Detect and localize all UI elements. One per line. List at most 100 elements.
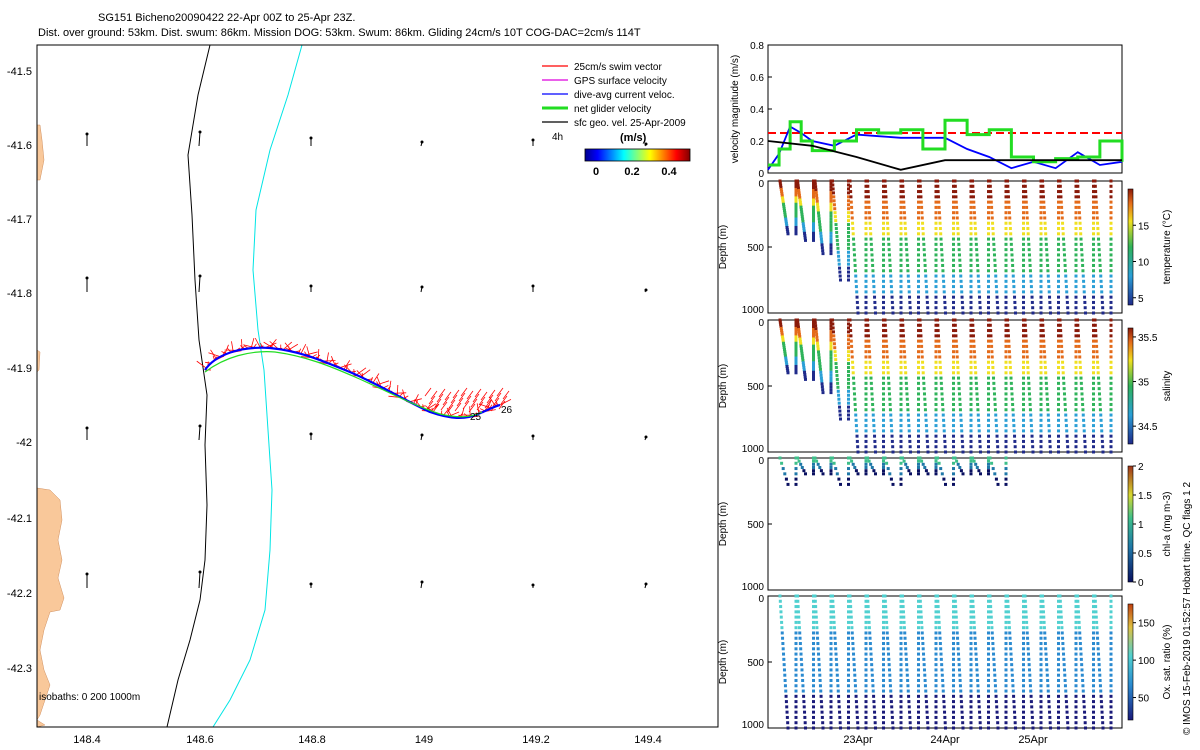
profile-sample — [917, 237, 920, 241]
profile-sample — [864, 694, 868, 698]
profile-sample — [803, 721, 807, 725]
profile-sample — [829, 610, 833, 614]
profile-sample — [864, 205, 868, 209]
profile-sample — [987, 311, 990, 315]
profile-sample — [937, 461, 941, 465]
profile-sample — [1039, 726, 1043, 730]
profile-sample — [920, 211, 924, 215]
profile-sample — [934, 216, 938, 220]
profile-sample — [992, 248, 996, 252]
profile-sample — [864, 323, 868, 327]
profile-sample — [977, 279, 981, 283]
profile-sample — [1030, 434, 1034, 438]
profile-sample — [993, 472, 997, 476]
figure-title: SG151 Bicheno20090422 22-Apr 00Z to 25-A… — [98, 12, 355, 24]
profile-sample — [1022, 387, 1025, 391]
profile-sample — [812, 462, 815, 466]
profile-sample — [837, 705, 841, 709]
profile-sample — [803, 373, 807, 377]
profile-sample — [1057, 642, 1060, 646]
profile-sample — [866, 456, 869, 460]
profile-sample — [1099, 418, 1103, 422]
profile-sample — [1010, 668, 1014, 672]
profile-sample — [1044, 371, 1048, 375]
profile-sample — [1039, 366, 1043, 370]
profile-sample — [1081, 402, 1085, 406]
profile-sample — [812, 234, 815, 238]
profile-sample — [833, 631, 837, 635]
profile-sample — [1109, 371, 1113, 375]
profile-sample — [978, 434, 982, 438]
profile-sample — [820, 382, 824, 386]
profile-sample — [969, 258, 973, 262]
profile-sample — [800, 349, 804, 353]
profile-sample — [873, 295, 877, 299]
profile-sample — [899, 668, 903, 672]
profile-sample — [799, 205, 803, 209]
profile-sample — [1022, 402, 1025, 406]
profile-sample — [1031, 450, 1035, 454]
profile-sample — [939, 381, 943, 385]
profile-sample — [971, 179, 974, 183]
profile-sample — [829, 321, 833, 325]
swim-vector — [474, 388, 482, 398]
profile-sample — [847, 610, 850, 614]
profile-sample — [850, 631, 854, 635]
profile-sample — [1031, 311, 1035, 315]
profile-sample — [1078, 636, 1082, 640]
profile-sample — [794, 715, 798, 719]
profile-sample — [847, 234, 850, 238]
profile-sample — [1010, 663, 1014, 667]
profile-sample — [847, 409, 850, 413]
profile-sample — [1039, 700, 1043, 704]
profile-sample — [814, 324, 818, 328]
profile-sample — [794, 482, 798, 486]
profile-sample — [952, 334, 955, 338]
profile-sample — [987, 424, 990, 428]
profile-sample — [882, 402, 885, 406]
profile-sample — [917, 402, 920, 406]
profile-sample — [1022, 253, 1025, 257]
profile-sample — [783, 211, 787, 215]
profile-sample — [816, 208, 820, 212]
profile-sample — [1066, 721, 1070, 725]
profile-sample — [882, 439, 885, 443]
profile-sample — [1022, 323, 1025, 327]
profile-sample — [884, 610, 888, 614]
sfc-velocity-arrow — [198, 274, 202, 293]
profile-sample — [1046, 684, 1050, 688]
profile-sample — [1006, 329, 1010, 333]
profile-sample — [1024, 605, 1028, 609]
profile-sample — [864, 439, 868, 443]
profile-sample — [977, 285, 981, 289]
profile-sample — [869, 652, 873, 656]
profile-sample — [1023, 318, 1027, 322]
profile-sample — [802, 227, 806, 231]
profile-sample — [854, 413, 858, 417]
profile-sample — [1041, 323, 1045, 327]
profile-sample — [918, 599, 922, 603]
profile-sample — [1092, 355, 1095, 359]
profile-sample — [956, 221, 960, 225]
profile-sample — [812, 615, 815, 619]
profile-sample — [978, 715, 982, 719]
profile-sample — [850, 216, 854, 220]
profile-sample — [890, 434, 894, 438]
profile-sample — [1092, 295, 1095, 299]
profile-sample — [799, 462, 803, 466]
profile-sample — [987, 668, 990, 672]
profile-sample — [976, 269, 980, 273]
profile-sample — [907, 705, 911, 709]
profile-sample — [969, 376, 973, 380]
profile-sample — [969, 626, 973, 630]
profile-sample — [1039, 605, 1043, 609]
profile-sample — [1057, 211, 1060, 215]
swim-vector — [402, 389, 406, 400]
profile-sample — [1074, 323, 1078, 327]
profile-sample — [1047, 285, 1051, 289]
profile-sample — [794, 352, 798, 356]
profile-sample — [794, 181, 798, 185]
profile-sample — [904, 232, 908, 236]
profile-sample — [953, 599, 957, 603]
